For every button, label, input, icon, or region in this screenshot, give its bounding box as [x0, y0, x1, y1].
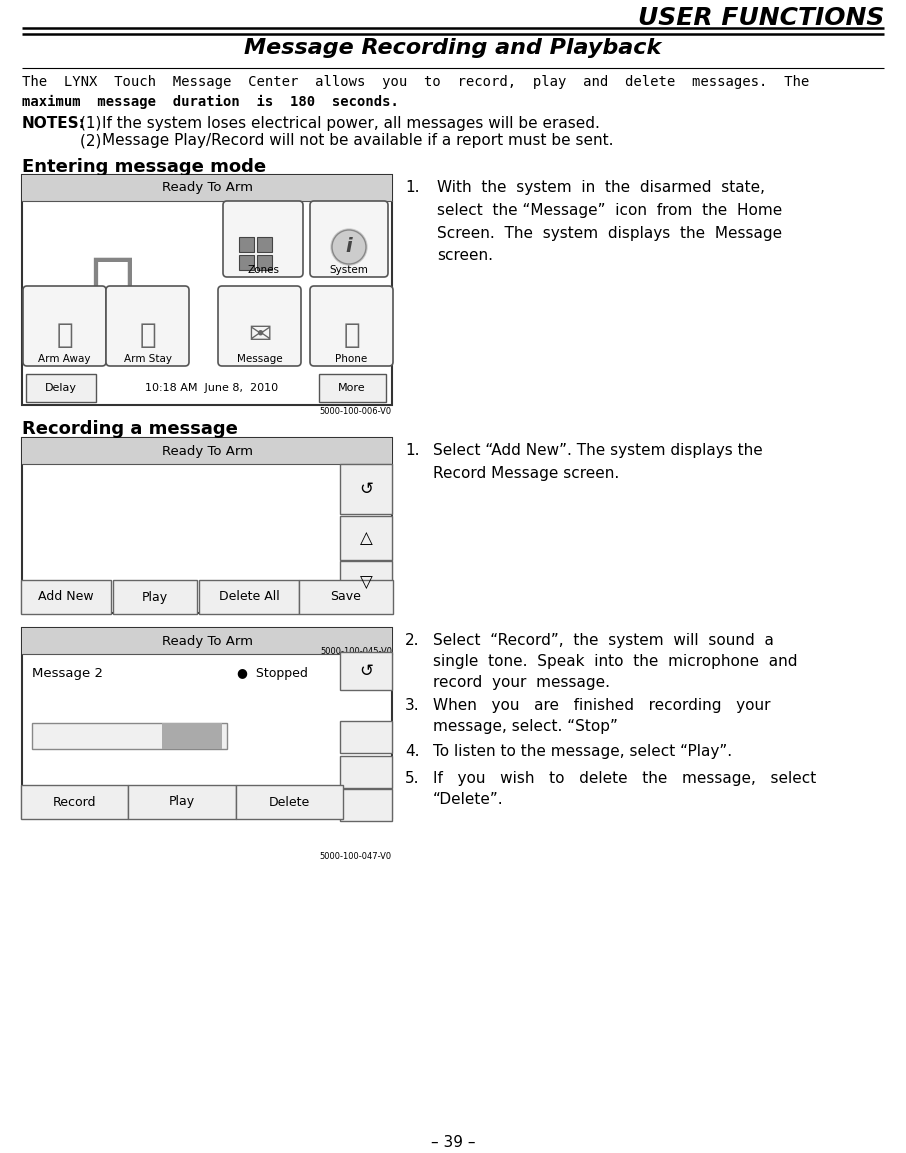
FancyBboxPatch shape — [21, 785, 129, 819]
FancyBboxPatch shape — [21, 580, 111, 615]
FancyBboxPatch shape — [319, 374, 386, 402]
Text: Delete All: Delete All — [218, 590, 279, 603]
Text: 1.: 1. — [405, 443, 419, 458]
Text: ↺: ↺ — [359, 480, 373, 498]
Text: When   you   are   finished   recording   your
message, select. “Stop”: When you are finished recording your mes… — [433, 698, 770, 734]
Text: Ready To Arm: Ready To Arm — [161, 634, 253, 648]
Bar — [22, 175, 392, 201]
Text: △: △ — [360, 529, 372, 547]
FancyBboxPatch shape — [340, 464, 392, 514]
Text: 3.: 3. — [405, 698, 419, 713]
Text: With  the  system  in  the  disarmed  state,
select  the “Message”  icon  from  : With the system in the disarmed state, s… — [437, 180, 782, 263]
Text: Select  “Record”,  the  system  will  sound  a
single  tone.  Speak  into  the  : Select “Record”, the system will sound a… — [433, 633, 797, 689]
Text: NOTES:: NOTES: — [22, 116, 86, 131]
Text: 5000-100-045-V0: 5000-100-045-V0 — [320, 647, 392, 656]
Text: 4.: 4. — [405, 744, 419, 759]
Text: Message: Message — [236, 354, 283, 364]
Text: Phone: Phone — [335, 354, 368, 364]
Text: maximum  message  duration  is  180  seconds.: maximum message duration is 180 seconds. — [22, 95, 399, 110]
Text: 5000-100-047-V0: 5000-100-047-V0 — [320, 852, 392, 861]
Text: To listen to the message, select “Play”.: To listen to the message, select “Play”. — [433, 744, 732, 759]
Text: ●  Stopped: ● Stopped — [237, 666, 308, 679]
FancyBboxPatch shape — [106, 286, 189, 366]
FancyBboxPatch shape — [223, 201, 303, 277]
FancyBboxPatch shape — [113, 580, 197, 615]
FancyBboxPatch shape — [340, 651, 392, 689]
Text: Zones: Zones — [247, 265, 279, 276]
Bar — [22, 438, 392, 464]
FancyBboxPatch shape — [340, 562, 392, 605]
Text: Message 2: Message 2 — [32, 666, 103, 679]
Text: USER FUNCTIONS: USER FUNCTIONS — [638, 6, 884, 30]
Text: Delay: Delay — [45, 383, 77, 393]
Text: ↺: ↺ — [359, 662, 373, 680]
Text: 1.: 1. — [405, 180, 419, 195]
Text: 🏠: 🏠 — [140, 321, 156, 349]
Text: Ready To Arm: Ready To Arm — [161, 445, 253, 458]
Bar — [239, 255, 254, 270]
Text: i: i — [346, 238, 352, 256]
Bar — [239, 238, 254, 253]
Text: Record: Record — [53, 796, 96, 808]
FancyBboxPatch shape — [310, 201, 388, 277]
FancyBboxPatch shape — [236, 785, 343, 819]
Text: If the system loses electrical power, all messages will be erased.: If the system loses electrical power, al… — [102, 116, 600, 131]
Text: 🏠: 🏠 — [56, 321, 72, 349]
Text: 10:18 AM  June 8,  2010: 10:18 AM June 8, 2010 — [146, 383, 278, 393]
Bar — [22, 438, 392, 613]
Text: System: System — [330, 265, 369, 276]
Text: ✉: ✉ — [248, 321, 271, 349]
FancyBboxPatch shape — [310, 286, 393, 366]
Text: (2): (2) — [80, 133, 111, 148]
Bar — [22, 175, 392, 405]
Text: Message Recording and Playback: Message Recording and Playback — [245, 38, 661, 58]
Text: Ready To Arm: Ready To Arm — [161, 181, 253, 195]
Text: Play: Play — [142, 590, 168, 603]
FancyBboxPatch shape — [340, 517, 392, 560]
Text: 🏠: 🏠 — [89, 253, 135, 327]
FancyBboxPatch shape — [199, 580, 299, 615]
Circle shape — [331, 229, 367, 265]
Bar — [22, 628, 392, 654]
Text: 5.: 5. — [405, 771, 419, 786]
Text: Delete: Delete — [269, 796, 310, 808]
FancyBboxPatch shape — [340, 756, 392, 787]
FancyBboxPatch shape — [340, 721, 392, 753]
Text: Arm Away: Arm Away — [38, 354, 91, 364]
Text: Save: Save — [331, 590, 361, 603]
Bar — [22, 628, 392, 817]
Bar — [162, 723, 222, 749]
Bar — [257, 255, 272, 270]
Text: Add New: Add New — [38, 590, 94, 603]
Bar — [32, 723, 227, 749]
FancyBboxPatch shape — [218, 286, 301, 366]
FancyBboxPatch shape — [299, 580, 393, 615]
Text: Select “Add New”. The system displays the
Record Message screen.: Select “Add New”. The system displays th… — [433, 443, 763, 481]
Text: Arm Stay: Arm Stay — [123, 354, 171, 364]
Text: 2.: 2. — [405, 633, 419, 648]
Text: Message Play/Record will not be available if a report must be sent.: Message Play/Record will not be availabl… — [102, 133, 613, 148]
Text: ▽: ▽ — [360, 574, 372, 591]
Bar — [257, 238, 272, 253]
Text: – 39 –: – 39 – — [430, 1135, 476, 1150]
Text: 📞: 📞 — [343, 321, 360, 349]
Text: If   you   wish   to   delete   the   message,   select
“Delete”.: If you wish to delete the message, selec… — [433, 771, 816, 807]
Text: More: More — [338, 383, 366, 393]
Text: Play: Play — [169, 796, 195, 808]
Text: Entering message mode: Entering message mode — [22, 158, 266, 176]
Text: Recording a message: Recording a message — [22, 420, 238, 438]
FancyBboxPatch shape — [129, 785, 236, 819]
FancyBboxPatch shape — [23, 286, 106, 366]
Text: 5000-100-006-V0: 5000-100-006-V0 — [320, 407, 392, 416]
Text: (1): (1) — [80, 116, 111, 131]
FancyBboxPatch shape — [26, 374, 96, 402]
Text: The  LYNX  Touch  Message  Center  allows  you  to  record,  play  and  delete  : The LYNX Touch Message Center allows you… — [22, 75, 809, 89]
FancyBboxPatch shape — [340, 789, 392, 821]
